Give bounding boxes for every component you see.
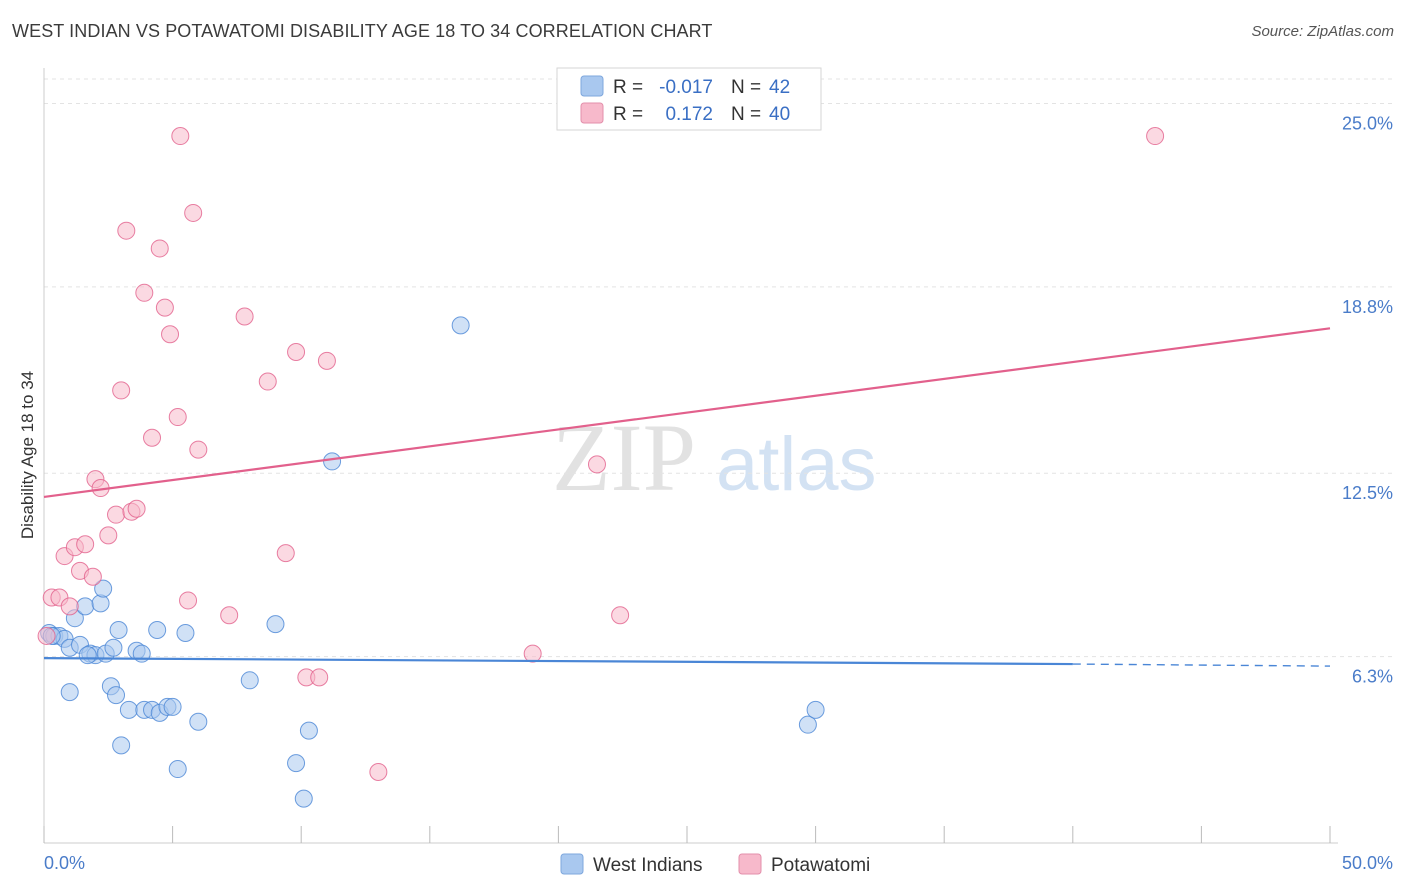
- potawatomi-point: [150, 239, 169, 258]
- potawatomi-point: [99, 526, 118, 545]
- potawatomi-point: [112, 381, 131, 400]
- x-axis-ticks: [43, 826, 1331, 843]
- x-tick-label-min: 0.0%: [44, 853, 85, 873]
- potawatomi-point: [155, 298, 174, 317]
- potawatomi-point: [127, 499, 146, 518]
- potawatomi-point: [60, 597, 79, 616]
- west-indians-point: [60, 683, 79, 702]
- west-indians-point: [91, 594, 110, 613]
- bottom-legend-swatch-west-indians: [560, 853, 584, 875]
- west-indians-point: [806, 700, 825, 719]
- y-tick-label: 18.8%: [1342, 297, 1393, 317]
- west-indians-point: [323, 452, 342, 471]
- potawatomi-point: [37, 626, 56, 645]
- potawatomi-point: [1146, 127, 1165, 146]
- west-indians-point: [189, 712, 208, 731]
- y-tick-label: 25.0%: [1342, 113, 1393, 133]
- bottom-legend-label-west-indians: West Indians: [593, 855, 702, 876]
- potawatomi-point: [107, 505, 126, 524]
- potawatomi-point: [117, 221, 136, 240]
- west-indians-point: [287, 754, 306, 773]
- potawatomi-point: [168, 408, 187, 427]
- potawatomi-point: [76, 535, 95, 554]
- potawatomi-point: [611, 606, 630, 625]
- legend-r-label-1: R =: [613, 77, 643, 98]
- potawatomi-point: [258, 372, 277, 391]
- west-indians-point: [798, 715, 817, 734]
- west-indians-point: [76, 597, 95, 616]
- potawatomi-point: [587, 455, 606, 474]
- y-tick-labels: 6.3% 12.5% 18.8% 25.0%: [1342, 113, 1393, 686]
- west-indians-point: [451, 316, 470, 335]
- west-indians-point: [119, 700, 138, 719]
- west-indians-point: [240, 671, 259, 690]
- west-indians-point: [163, 697, 182, 716]
- data-points: [37, 127, 1165, 808]
- west-indians-point: [294, 789, 313, 808]
- legend-r-value-2: 0.172: [665, 104, 713, 125]
- potawatomi-point: [143, 428, 162, 447]
- potawatomi-point: [317, 351, 336, 370]
- potawatomi-point: [179, 591, 198, 610]
- potawatomi-point: [523, 644, 542, 663]
- west-indians-point: [94, 579, 113, 598]
- west-indians-point: [266, 615, 285, 634]
- legend-n-value-1: 42: [769, 77, 790, 98]
- bottom-legend-label-potawatomi: Potawatomi: [771, 855, 870, 876]
- potawatomi-point: [189, 440, 208, 459]
- y-tick-label: 6.3%: [1352, 667, 1393, 687]
- potawatomi-point: [171, 127, 190, 146]
- legend-n-value-2: 40: [769, 104, 790, 125]
- potawatomi-point: [310, 668, 329, 687]
- west-indians-point: [112, 736, 131, 755]
- y-tick-label: 12.5%: [1342, 483, 1393, 503]
- potawatomi-point: [276, 544, 295, 563]
- legend-swatch-potawatomi: [580, 102, 604, 124]
- x-tick-label-max: 50.0%: [1342, 853, 1393, 873]
- west-indians-trend-line: [43, 657, 1073, 666]
- bottom-legend: West Indians Potawatomi: [560, 853, 870, 876]
- potawatomi-point: [184, 203, 203, 222]
- west-indians-point: [109, 621, 128, 640]
- potawatomi-point: [135, 283, 154, 302]
- west-indians-point: [107, 686, 126, 705]
- legend: R = -0.017 N = 42 R = 0.172 N = 40: [556, 67, 822, 131]
- west-indians-point: [176, 623, 195, 642]
- west-indians-point: [168, 760, 187, 779]
- legend-swatch-west-indians: [580, 75, 604, 97]
- y-axis-label: Disability Age 18 to 34: [18, 371, 37, 539]
- bottom-legend-swatch-potawatomi: [738, 853, 762, 875]
- potawatomi-point: [161, 325, 180, 344]
- potawatomi-point: [220, 606, 239, 625]
- legend-r-value-1: -0.017: [659, 77, 713, 98]
- trend-lines: [43, 327, 1331, 667]
- watermark-atlas: atlas: [716, 422, 877, 507]
- legend-n-label-1: N =: [731, 77, 761, 98]
- west-indians-trend-extension: [1072, 663, 1331, 667]
- chart-title: WEST INDIAN VS POTAWATOMI DISABILITY AGE…: [12, 21, 713, 41]
- potawatomi-point: [235, 307, 254, 326]
- west-indians-point: [148, 621, 167, 640]
- potawatomi-point: [83, 567, 102, 586]
- source-label: Source: ZipAtlas.com: [1251, 23, 1394, 40]
- gridlines: [44, 78, 1393, 658]
- legend-r-label-2: R =: [613, 104, 643, 125]
- west-indians-point: [299, 721, 318, 740]
- potawatomi-point: [369, 763, 388, 782]
- potawatomi-point: [287, 342, 306, 361]
- west-indians-point: [104, 638, 123, 657]
- west-indians-point: [78, 646, 97, 665]
- legend-n-label-2: N =: [731, 104, 761, 125]
- potawatomi-trend-line: [43, 327, 1331, 499]
